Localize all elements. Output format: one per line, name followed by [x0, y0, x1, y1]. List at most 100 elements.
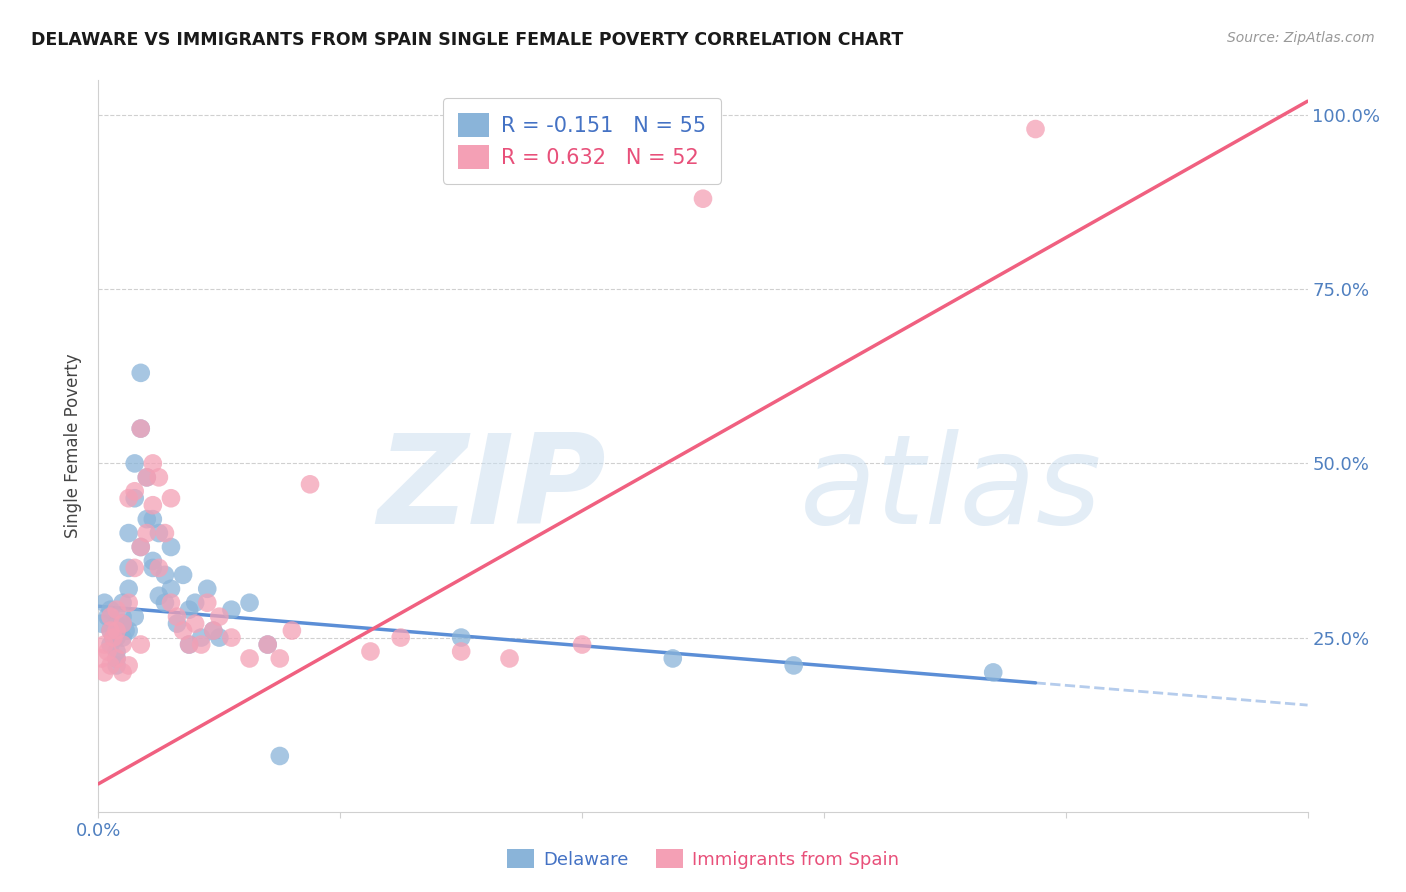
Point [105, 603, 128, 617]
Point [96, 609, 118, 624]
Point [160, 596, 183, 610]
Point [93, 665, 115, 680]
Point [160, 540, 183, 554]
Point [100, 603, 122, 617]
Point [111, 631, 134, 645]
Y-axis label: Single Female Poverty: Single Female Poverty [65, 354, 83, 538]
Point [114, 624, 136, 638]
Point [118, 582, 141, 596]
Point [124, 491, 146, 506]
Point [450, 644, 472, 658]
Point [172, 624, 194, 638]
Point [111, 638, 134, 652]
Point [90, 651, 112, 665]
Point [111, 616, 134, 631]
Point [124, 484, 146, 499]
Point [111, 596, 134, 610]
Point [239, 596, 262, 610]
Point [142, 498, 165, 512]
Point [129, 540, 152, 554]
Point [179, 638, 201, 652]
Point [148, 589, 170, 603]
Point [118, 526, 141, 541]
Point [981, 665, 1004, 680]
Point [124, 609, 146, 624]
Point [172, 567, 194, 582]
Point [142, 512, 165, 526]
Point [281, 624, 304, 638]
Point [100, 624, 122, 638]
Point [153, 596, 176, 610]
Point [221, 603, 243, 617]
Point [450, 631, 472, 645]
Point [129, 421, 152, 435]
Point [184, 596, 207, 610]
Point [692, 192, 714, 206]
Point [299, 477, 322, 491]
Point [111, 665, 134, 680]
Point [105, 644, 128, 658]
Point [148, 526, 170, 541]
Point [190, 631, 212, 645]
Point [142, 561, 165, 575]
Point [166, 609, 188, 624]
Point [135, 512, 157, 526]
Point [195, 582, 218, 596]
Point [783, 658, 806, 673]
Point [184, 616, 207, 631]
Point [111, 616, 134, 631]
Point [124, 457, 146, 471]
Point [202, 624, 225, 638]
Point [148, 470, 170, 484]
Point [129, 366, 152, 380]
Point [195, 596, 218, 610]
Point [90, 616, 112, 631]
Point [103, 631, 125, 645]
Point [1024, 122, 1046, 136]
Point [221, 631, 243, 645]
Point [100, 624, 122, 638]
Point [96, 644, 118, 658]
Point [124, 561, 146, 575]
Point [100, 658, 122, 673]
Point [190, 638, 212, 652]
Point [269, 749, 291, 764]
Point [118, 658, 141, 673]
Point [160, 491, 183, 506]
Point [142, 457, 165, 471]
Point [135, 526, 157, 541]
Point [269, 651, 291, 665]
Point [105, 658, 128, 673]
Point [118, 491, 141, 506]
Point [142, 554, 165, 568]
Point [389, 631, 412, 645]
Point [661, 651, 683, 665]
Text: ZIP: ZIP [378, 429, 606, 550]
Point [160, 582, 183, 596]
Point [118, 561, 141, 575]
Point [93, 596, 115, 610]
Point [148, 561, 170, 575]
Point [118, 624, 141, 638]
Point [105, 616, 128, 631]
Point [208, 609, 231, 624]
Point [256, 638, 278, 652]
Point [105, 631, 128, 645]
Point [93, 638, 115, 652]
Point [208, 631, 231, 645]
Point [129, 540, 152, 554]
Point [498, 651, 520, 665]
Point [571, 638, 593, 652]
Point [153, 526, 176, 541]
Point [105, 651, 128, 665]
Text: DELAWARE VS IMMIGRANTS FROM SPAIN SINGLE FEMALE POVERTY CORRELATION CHART: DELAWARE VS IMMIGRANTS FROM SPAIN SINGLE… [31, 31, 903, 49]
Point [256, 638, 278, 652]
Point [135, 470, 157, 484]
Point [239, 651, 262, 665]
Point [118, 596, 141, 610]
Point [135, 470, 157, 484]
Point [166, 616, 188, 631]
Text: atlas: atlas [800, 429, 1102, 550]
Point [100, 609, 122, 624]
Point [129, 638, 152, 652]
